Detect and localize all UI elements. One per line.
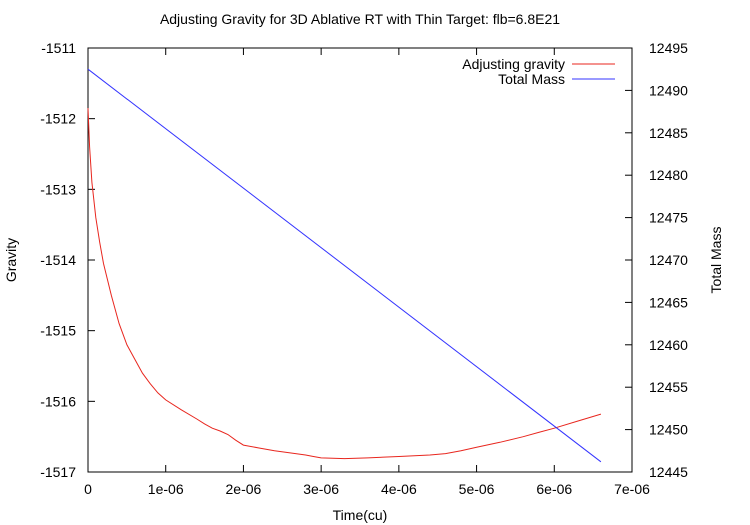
y-tick-label: -1516	[40, 393, 76, 409]
x-tick-label: 0	[84, 481, 92, 497]
series-line-adjusting-gravity	[87, 108, 602, 460]
x-tick-label: 3e-06	[303, 481, 339, 497]
y2-tick-label: 12485	[649, 125, 688, 141]
legend-label-gravity: Adjusting gravity	[462, 56, 565, 72]
series-line-total-mass	[87, 68, 602, 463]
y-tick-label: -1512	[40, 111, 76, 127]
y2-tick-label: 12480	[649, 167, 688, 183]
y-tick-label: -1515	[40, 323, 76, 339]
y2-tick-label: 12455	[649, 379, 688, 395]
y2-tick-label: 12490	[649, 82, 688, 98]
x-tick-label: 5e-06	[459, 481, 495, 497]
y2-tick-label: 12445	[649, 464, 688, 480]
y-axis-right: 12445 12450 12455 12460 12465 12470 12475 12480…	[625, 40, 688, 480]
legend: Adjusting gravity Total Mass	[462, 56, 615, 87]
plot-frame	[87, 47, 633, 473]
y2-tick-label: 12475	[649, 210, 688, 226]
y-axis-label: Gravity	[3, 238, 19, 282]
y-axis-left: -1517 -1516 -1515 -1514 -1513 -1512 -1511	[40, 40, 95, 480]
series-layer	[87, 68, 602, 463]
x-tick-label: 2e-06	[226, 481, 262, 497]
y-tick-label: -1514	[40, 252, 76, 268]
x-tick-label: 6e-06	[536, 481, 572, 497]
y2-tick-label: 12465	[649, 294, 688, 310]
y-tick-label: -1513	[40, 181, 76, 197]
x-tick-label: 7e-06	[614, 481, 650, 497]
y2-tick-label: 12460	[649, 337, 688, 353]
y-tick-label: -1511	[41, 40, 76, 56]
x-tick-label: 4e-06	[381, 481, 417, 497]
y-tick-label: -1517	[40, 464, 76, 480]
y2-tick-label: 12470	[649, 252, 688, 268]
chart-title: Adjusting Gravity for 3D Ablative RT wit…	[160, 11, 560, 27]
y2-tick-label: 12495	[649, 40, 688, 56]
x-axis-label: Time(cu)	[333, 507, 388, 523]
y2-axis-label: Total Mass	[708, 227, 724, 294]
x-tick-label: 1e-06	[148, 481, 184, 497]
y2-tick-label: 12450	[649, 422, 688, 438]
x-axis: 0 1e-06 2e-06 3e-06 4e-06 5e-06 6e-06 7e-06	[84, 48, 650, 497]
legend-label-mass: Total Mass	[498, 71, 565, 87]
